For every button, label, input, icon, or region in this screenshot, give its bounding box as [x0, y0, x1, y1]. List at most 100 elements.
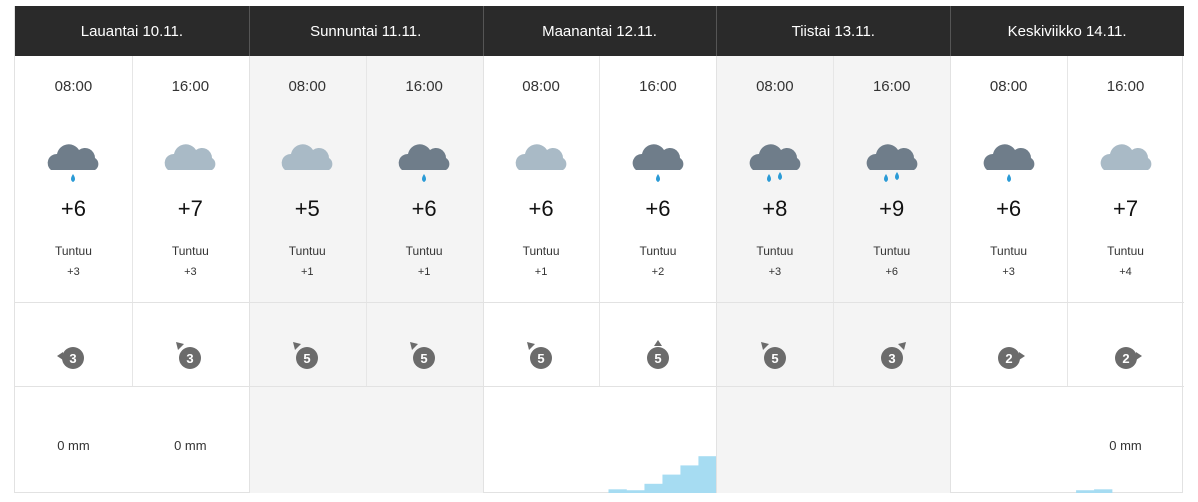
slot-time: 08:00	[522, 78, 560, 95]
feels-like-value: +3	[184, 266, 197, 278]
wind-east-icon: 2	[1108, 338, 1144, 374]
feels-like-label: Tuntuu	[288, 244, 326, 258]
heavy-rain-cloud-icon	[743, 140, 807, 188]
forecast-slot: 08:00 +6 Tuntuu +3 3	[15, 56, 132, 386]
precipitation-bar	[1094, 489, 1113, 493]
feels-like-value: +2	[651, 266, 665, 278]
feels-like-value: +1	[300, 266, 314, 278]
slot-time: 16:00	[171, 78, 210, 95]
temperature: +6	[411, 196, 437, 221]
temperature: +6	[645, 196, 671, 221]
header-divider	[248, 6, 250, 56]
precipitation-bar	[1076, 490, 1095, 493]
heavy-rain-cloud-icon	[860, 140, 924, 188]
day-header: Maanantai 12.11.	[482, 6, 717, 56]
rain-cloud-icon	[626, 140, 690, 188]
slot-divider	[1067, 56, 1069, 386]
day-header: Lauantai 10.11.	[15, 6, 249, 56]
forecast-slot: 08:00 +6 Tuntuu +3 2	[950, 56, 1067, 386]
header-divider	[716, 6, 718, 56]
feels-like-value: +1	[534, 266, 548, 278]
slot-time: 16:00	[405, 78, 443, 95]
slot-time: 08:00	[288, 78, 327, 95]
svg-text:5: 5	[304, 351, 311, 366]
svg-text:3: 3	[888, 351, 895, 366]
feels-like-label: Tuntuu	[171, 244, 209, 258]
wind-northwest-icon: 5	[406, 338, 442, 374]
slot-time: 16:00	[1106, 78, 1145, 95]
day-divider	[248, 6, 250, 493]
forecast-slot: 16:00 +7 Tuntuu +4 2	[1067, 56, 1184, 386]
day-column: Keskiviikko 14.11. 08:00 +6 Tuntuu +3 2 16:00 +…	[950, 6, 1184, 493]
day-header: Keskiviikko 14.11.	[950, 6, 1184, 56]
feels-like-label: Tuntuu	[405, 244, 443, 258]
forecast-slot: 08:00 +5 Tuntuu +1 5	[249, 56, 366, 386]
temperature: +6	[996, 196, 1022, 221]
cloud-icon	[1094, 140, 1158, 188]
rain-cloud-icon	[392, 140, 456, 188]
feels-like-label: Tuntuu	[990, 244, 1028, 258]
cloud-icon	[158, 140, 222, 188]
svg-text:3: 3	[187, 351, 194, 366]
cloud-icon	[509, 140, 573, 188]
feels-like-value: +4	[1119, 266, 1132, 278]
wind-west-icon: 3	[55, 338, 91, 374]
slot-time: 08:00	[756, 78, 794, 95]
forecast-slot: 16:00 +6 Tuntuu +2 5	[599, 56, 716, 386]
day-divider	[482, 6, 484, 493]
temperature: +7	[1112, 196, 1139, 221]
day-column: Maanantai 12.11. 08:00 +6 Tuntuu +1 5 16:00 +6 T…	[482, 6, 717, 493]
wind-northwest-icon: 3	[172, 338, 208, 374]
slot-divider	[599, 56, 601, 386]
wind-north-icon: 5	[640, 338, 676, 374]
svg-text:5: 5	[771, 351, 778, 366]
feels-like-label: Tuntuu	[54, 244, 92, 258]
header-divider	[950, 6, 952, 56]
feels-like-value: +6	[885, 266, 898, 278]
feels-like-label: Tuntuu	[873, 244, 911, 258]
svg-text:3: 3	[70, 351, 77, 366]
feels-like-label: Tuntuu	[1107, 244, 1144, 258]
slot-time: 16:00	[639, 78, 677, 95]
row-divider	[15, 386, 1184, 387]
temperature: +9	[879, 196, 905, 221]
precipitation-amount: 0 mm	[1109, 438, 1142, 453]
svg-text:5: 5	[654, 351, 661, 366]
slot-divider	[833, 56, 835, 386]
wind-east-icon: 2	[991, 338, 1027, 374]
slot-divider	[131, 56, 133, 386]
wind-northwest-icon: 5	[523, 338, 559, 374]
feels-like-value: +3	[1002, 266, 1015, 278]
slot-divider	[365, 56, 367, 386]
wind-northwest-icon: 5	[757, 338, 793, 374]
row-divider	[15, 302, 1184, 303]
feels-like-label: Tuntuu	[522, 244, 560, 258]
feels-like-label: Tuntuu	[639, 244, 677, 258]
forecast-slot: 16:00 +9 Tuntuu +6 3	[833, 56, 950, 386]
feels-like-label: Tuntuu	[756, 244, 794, 258]
precipitation-bar	[698, 456, 717, 493]
feels-like-value: +1	[417, 266, 431, 278]
precipitation-bar	[644, 483, 663, 493]
feels-like-value: +3	[67, 266, 80, 278]
svg-text:2: 2	[1005, 351, 1012, 366]
svg-text:2: 2	[1122, 351, 1129, 366]
forecast-slot: 08:00 +8 Tuntuu +3 5	[716, 56, 833, 386]
temperature: +7	[177, 196, 203, 221]
slot-time: 16:00	[872, 78, 911, 95]
precipitation-bar	[608, 489, 627, 493]
day-column: Lauantai 10.11. 08:00 +6 Tuntuu +3 3 0 mm 16:00…	[15, 6, 249, 493]
precipitation-amount: 0 mm	[57, 438, 90, 453]
svg-text:5: 5	[537, 351, 544, 366]
day-divider	[950, 6, 952, 493]
slot-time: 08:00	[989, 78, 1028, 95]
rain-cloud-icon	[977, 140, 1041, 188]
forecast-slot: 08:00 +6 Tuntuu +1 5	[483, 56, 600, 386]
precipitation-amount: 0 mm	[174, 438, 207, 453]
precipitation-bar	[626, 490, 645, 493]
forecast-slot: 16:00 +6 Tuntuu +1 5	[366, 56, 483, 386]
day-header: Sunnuntai 11.11.	[248, 6, 483, 56]
header-divider	[482, 6, 484, 56]
day-header: Tiistai 13.11.	[716, 6, 951, 56]
slot-time: 08:00	[54, 78, 93, 95]
